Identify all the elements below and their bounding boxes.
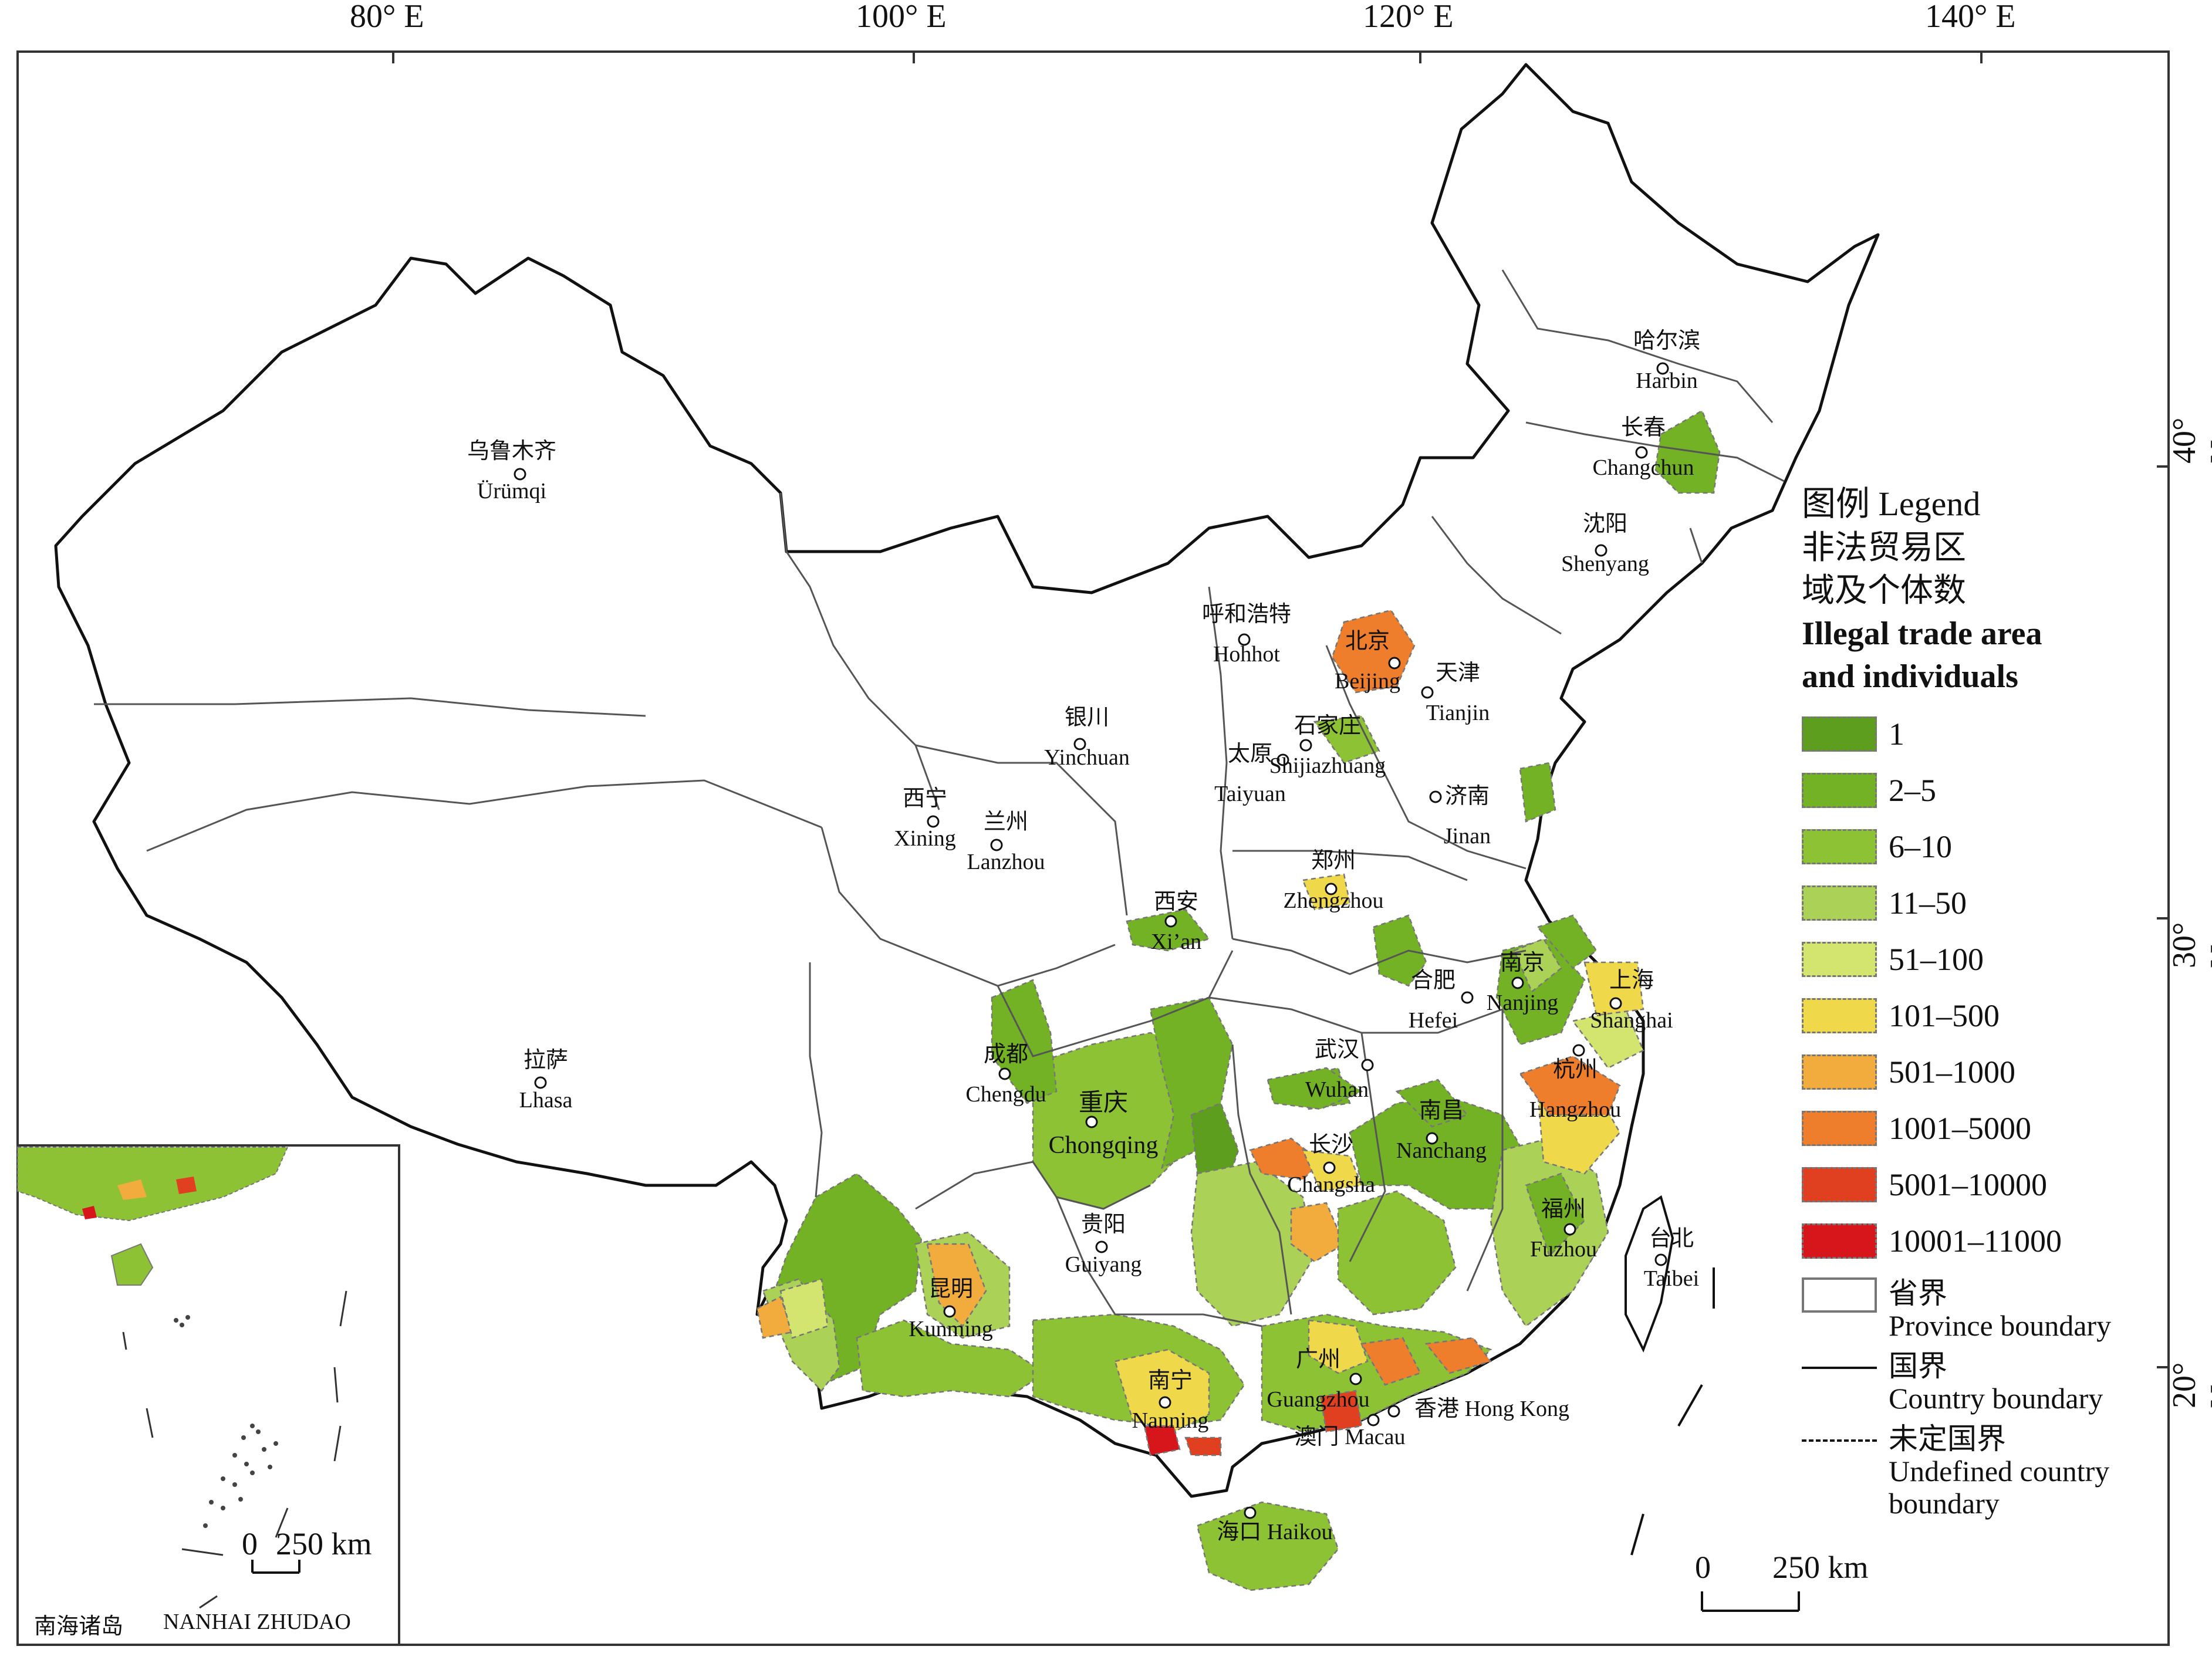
- legend-title: 图例 Legend: [1802, 485, 1981, 523]
- legend: 图例 Legend 非法贸易区 域及个体数 Illegal trade area…: [1802, 481, 2177, 1520]
- inset-scale-label: 250 km: [276, 1526, 372, 1561]
- inset-frame: [16, 1144, 400, 1646]
- legend-class-row: 501–1000: [1802, 1044, 2177, 1100]
- city-changsha: 长沙 Changsha: [1287, 1133, 1375, 1197]
- legend-class-label: 501–1000: [1889, 1054, 2015, 1090]
- city-nanjing: 南京 Nanjing: [1486, 951, 1559, 1015]
- map-frame: [16, 50, 2170, 1646]
- taiwan-outline: [1625, 1195, 1674, 1353]
- legend-swatch: [1802, 1167, 1877, 1203]
- city-fuzhou: 福州 Fuzhou: [1530, 1197, 1597, 1262]
- legend-province-boundary: 省界 Province boundary: [1802, 1277, 2177, 1342]
- city-guiyang: 贵阳 Guiyang: [1065, 1212, 1142, 1277]
- city-chongqing: 重庆 Chongqing: [1048, 1090, 1159, 1160]
- legend-undefined-boundary: 未定国界 Undefined country boundary: [1802, 1423, 2177, 1520]
- city-urumqi: 乌鲁木齐 Ürümqi: [467, 439, 557, 503]
- city-haikou: 海口 Haikou: [1217, 1520, 1333, 1544]
- legend-swatch: [1802, 716, 1877, 752]
- city-wuhan: 武汉 Wuhan: [1305, 1037, 1369, 1102]
- city-nanning: 南宁 Nanning: [1132, 1368, 1209, 1433]
- legend-class-label: 6–10: [1889, 829, 1952, 865]
- inset-content: [17, 1147, 347, 1609]
- city-xian: 西安 Xi’an: [1150, 890, 1202, 954]
- legend-class-label: 2–5: [1889, 773, 1936, 809]
- legend-swatch: [1802, 998, 1877, 1034]
- legend-swatch: [1802, 885, 1877, 921]
- city-hohhot: 呼和浩特 Hohhot: [1201, 602, 1292, 667]
- city-taibei: 台北 Taibei: [1643, 1226, 1700, 1291]
- city-yinchuan: 银川 Yinchuan: [1044, 705, 1130, 770]
- city-kunming: 昆明 Kunming: [909, 1277, 993, 1341]
- legend-swatch: [1802, 942, 1877, 978]
- city-markers: [514, 362, 1669, 1519]
- scale-bar-zero: 0: [1695, 1550, 1711, 1585]
- city-changchun: 长春 Changchun: [1592, 415, 1694, 480]
- legend-class-label: 11–50: [1889, 885, 1967, 921]
- legend-class-label: 1: [1889, 716, 1904, 752]
- legend-class-label: 10001–11000: [1889, 1223, 2062, 1259]
- city-zhengzhou: 郑州 Zhengzhou: [1283, 849, 1384, 913]
- legend-class-row: 51–100: [1802, 931, 2177, 988]
- inset-scale-zero: 0: [242, 1526, 258, 1561]
- city-tianjin: 天津 Tianjin: [1426, 661, 1490, 725]
- legend-swatch: [1802, 829, 1877, 865]
- lon-label-100: 100° E: [856, 0, 947, 35]
- lon-label-140: 140° E: [1925, 0, 2016, 35]
- city-nanchang: 南昌 Nanchang: [1396, 1098, 1487, 1163]
- legend-subtitle-en-2: and individuals: [1802, 658, 2018, 695]
- lon-label-80: 80° E: [350, 0, 424, 35]
- city-macau: 澳门 Macau: [1294, 1425, 1406, 1449]
- city-hefei: 合肥 Hefei: [1408, 968, 1458, 1033]
- legend-country-boundary: 国界 Country boundary: [1802, 1350, 2177, 1415]
- legend-class-label: 101–500: [1889, 998, 2000, 1034]
- city-jinan: 济南 Jinan: [1443, 784, 1491, 849]
- legend-classes: 1 2–5 6–10 11–50 51–100 101–500 501–1000 1001–5…: [1802, 706, 2177, 1269]
- city-shanghai: 上海 Shanghai: [1590, 968, 1673, 1033]
- city-taiyuan: 太原 Taiyuan: [1214, 742, 1286, 806]
- legend-class-row: 1001–5000: [1802, 1100, 2177, 1157]
- legend-swatch: [1802, 773, 1877, 809]
- province-boundaries: [94, 269, 1785, 1327]
- city-beijing: 北京 Beijing: [1335, 629, 1400, 694]
- legend-class-label: 51–100: [1889, 942, 1984, 978]
- scale-bar-label: 250 km: [1772, 1550, 1869, 1585]
- city-chengdu: 成都 Chengdu: [965, 1042, 1046, 1107]
- undefined-boundary-marks: [1630, 1267, 1715, 1556]
- city-lhasa: 拉萨 Lhasa: [519, 1048, 573, 1113]
- city-shijiazhuang: 石家庄 Shijiazhuang: [1269, 714, 1386, 778]
- city-xining: 西宁 Xining: [894, 786, 956, 851]
- legend-class-row: 5001–10000: [1802, 1157, 2177, 1213]
- legend-class-row: 11–50: [1802, 875, 2177, 931]
- legend-class-row: 6–10: [1802, 819, 2177, 875]
- legend-class-label: 1001–5000: [1889, 1111, 2031, 1147]
- inset-name-en: NANHAI ZHUDAO: [163, 1610, 351, 1634]
- lat-label-40: 40° N: [2166, 417, 2212, 464]
- city-hongkong: 香港 Hong Kong: [1414, 1397, 1569, 1421]
- legend-subtitle-en-1: Illegal trade area: [1802, 615, 2042, 652]
- legend-subtitle-zh-2: 域及个体数: [1802, 573, 1966, 610]
- legend-swatch: [1802, 1054, 1877, 1090]
- legend-class-label: 5001–10000: [1889, 1167, 2047, 1203]
- city-harbin: 哈尔滨 Harbin: [1633, 329, 1701, 393]
- legend-class-row: 1: [1802, 706, 2177, 762]
- region-fills: [756, 410, 1721, 1591]
- lon-label-120: 120° E: [1363, 0, 1454, 35]
- legend-subtitle-zh-1: 非法贸易区: [1802, 530, 1966, 567]
- legend-class-row: 10001–11000: [1802, 1213, 2177, 1269]
- legend-class-row: 101–500: [1802, 988, 2177, 1044]
- city-hangzhou: 杭州 Hangzhou: [1529, 1057, 1622, 1122]
- legend-swatch: [1802, 1111, 1877, 1147]
- inset-name-zh: 南海诸岛: [34, 1614, 124, 1639]
- lon-ticks: [392, 52, 2169, 1368]
- legend-class-row: 2–5: [1802, 762, 2177, 819]
- city-guangzhou: 广州 Guangzhou: [1267, 1347, 1370, 1412]
- city-shenyang: 沈阳 Shenyang: [1561, 512, 1649, 576]
- scale-bar-line: [1701, 1591, 1800, 1612]
- city-lanzhou: 兰州 Lanzhou: [967, 810, 1045, 874]
- legend-swatch: [1802, 1223, 1877, 1259]
